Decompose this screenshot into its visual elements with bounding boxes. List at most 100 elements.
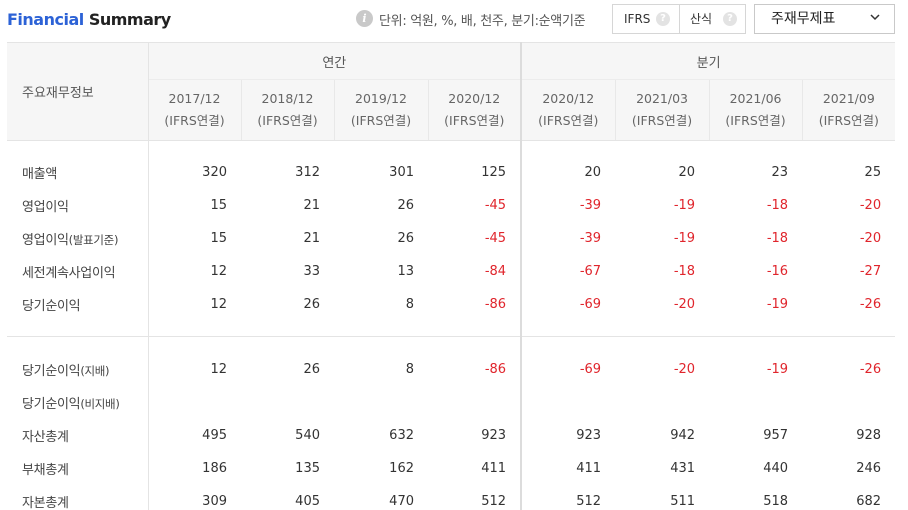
row-label-main: 당기순이익 [22, 363, 81, 379]
row-label: 당기순이익(지배) [7, 352, 149, 386]
table-row: 영업이익(발표기준) 15 21 26 -45 -39 -19 -18 -20 [7, 221, 895, 255]
value-cell: 312 [295, 164, 320, 180]
financial-summary-table: 주요재무정보 연간 분기 2017/12 (IFRS연결) 2018/12 (IFRS… [7, 42, 896, 510]
row-label-sub: (비지배) [80, 396, 120, 411]
ifrs-button[interactable]: IFRS ? [613, 5, 679, 33]
value-cell: -20 [673, 361, 696, 377]
value-cell: 21 [303, 197, 320, 213]
value-cell: 942 [670, 427, 696, 443]
period-header: 2020/12 (IFRS연결) [427, 79, 523, 141]
section-title: Financial Summary [7, 10, 171, 29]
statement-type-value: 주재무제표 [771, 11, 836, 27]
period-header: 2019/12 (IFRS연결) [333, 79, 428, 141]
value-cell [521, 386, 615, 419]
table-row: 자산총계 495 540 632 923 923 942 957 928 [7, 418, 895, 452]
value-cell: 470 [389, 493, 414, 509]
spacer-row [7, 140, 895, 156]
value-cell: -86 [428, 287, 523, 321]
table-row: 부채총계 186 135 162 411 411 431 440 246 [7, 451, 895, 485]
spacer-row [7, 320, 895, 337]
row-label: 영업이익 [7, 188, 149, 222]
value-cell [615, 386, 709, 419]
value-cell: -84 [428, 254, 523, 288]
value-cell: 12 [210, 361, 227, 377]
value-cell: 15 [210, 197, 227, 213]
value-cell: 320 [202, 164, 227, 180]
value-cell: 928 [856, 427, 882, 443]
value-cell: 12 [210, 296, 227, 312]
table-row: 세전계속사업이익 12 33 13 -84 -67 -18 -16 -27 [7, 254, 895, 288]
value-cell: 512 [576, 493, 602, 509]
value-cell: 495 [202, 427, 227, 443]
period-date: 2017/12 [168, 91, 221, 106]
value-cell: 26 [303, 296, 320, 312]
value-cell [148, 386, 241, 419]
value-cell [428, 385, 523, 419]
statement-type-select[interactable]: 주재무제표 [754, 4, 895, 34]
formula-label: 산식 [690, 12, 713, 26]
value-cell [709, 386, 802, 419]
table-row: 당기순이익(지배) 12 26 8 -86 -69 -20 -19 -26 [7, 352, 895, 386]
formula-button[interactable]: 산식 ? [680, 5, 746, 33]
period-date: 2020/12 [542, 91, 595, 106]
value-cell: 518 [763, 493, 789, 509]
period-basis: (IFRS연결) [257, 113, 318, 128]
value-cell: 25 [864, 164, 882, 180]
period-header-row: 2017/12 (IFRS연결) 2018/12 (IFRS연결) 2019/12 (IF… [7, 79, 896, 141]
period-basis: (IFRS연결) [538, 113, 599, 128]
table-body: 매출액 320 312 301 125 20 20 23 25 영업이익 15 21 26 -45 -39 -… [7, 140, 896, 510]
value-cell: 301 [389, 164, 414, 180]
accounting-toggle: IFRS ? 산식 ? [612, 4, 746, 34]
row-label-sub: (발표기준) [68, 232, 119, 247]
row-label-main: 당기순이익 [22, 396, 81, 412]
value-cell: 246 [856, 460, 882, 476]
value-cell: 440 [763, 460, 789, 476]
value-cell: -19 [766, 361, 789, 377]
value-cell: 923 [428, 418, 523, 452]
corner-label: 주요재무정보 [7, 42, 149, 141]
value-cell: 135 [295, 460, 320, 476]
period-header: 2021/06 (IFRS연결) [708, 79, 803, 141]
value-cell: -19 [766, 296, 789, 312]
value-cell: -69 [579, 361, 602, 377]
value-cell: -26 [859, 361, 882, 377]
row-label: 세전계속사업이익 [7, 254, 149, 288]
value-cell: -20 [859, 230, 882, 246]
row-label: 부채총계 [7, 451, 149, 485]
help-icon[interactable]: ? [723, 12, 737, 26]
period-date: 2019/12 [355, 91, 407, 106]
table-row: 영업이익 15 21 26 -45 -39 -19 -18 -20 [7, 188, 895, 222]
value-cell: 511 [670, 493, 696, 509]
title-summary: Summary [88, 10, 171, 29]
value-cell: 13 [397, 263, 414, 279]
value-cell: 186 [202, 460, 227, 476]
value-cell: 23 [771, 164, 789, 180]
info-icon[interactable]: i [356, 10, 373, 27]
period-header: 2021/03 (IFRS연결) [614, 79, 710, 141]
period-header: 2018/12 (IFRS연결) [240, 79, 334, 141]
value-cell: 540 [295, 427, 320, 443]
value-cell: 632 [389, 427, 414, 443]
period-date: 2021/03 [636, 91, 689, 106]
value-cell: 12 [210, 263, 227, 279]
group-quarter: 분기 [521, 42, 896, 80]
value-cell: 411 [428, 451, 523, 485]
value-cell: -39 [579, 197, 602, 213]
help-icon[interactable]: ? [656, 12, 670, 26]
period-basis: (IFRS연결) [725, 113, 786, 128]
ifrs-label: IFRS [624, 12, 651, 26]
chevron-down-icon [870, 14, 880, 21]
period-header: 2017/12 (IFRS연결) [148, 79, 241, 141]
value-cell: 26 [397, 197, 414, 213]
value-cell: 20 [678, 164, 696, 180]
value-cell: -19 [673, 197, 696, 213]
table-row: 자본총계 309 405 470 512 512 511 518 682 [7, 484, 895, 510]
value-cell: -16 [766, 263, 789, 279]
value-cell: -45 [428, 188, 523, 222]
period-date: 2021/06 [729, 91, 782, 106]
financial-summary-header: Financial Summary i 단위: 억원, %, 배, 천주, 분기… [0, 0, 908, 42]
value-cell: -20 [859, 197, 882, 213]
row-label-main: 영업이익 [22, 232, 69, 248]
period-basis: (IFRS연결) [631, 113, 693, 128]
unit-note: 단위: 억원, %, 배, 천주, 분기:순액기준 [379, 14, 586, 29]
